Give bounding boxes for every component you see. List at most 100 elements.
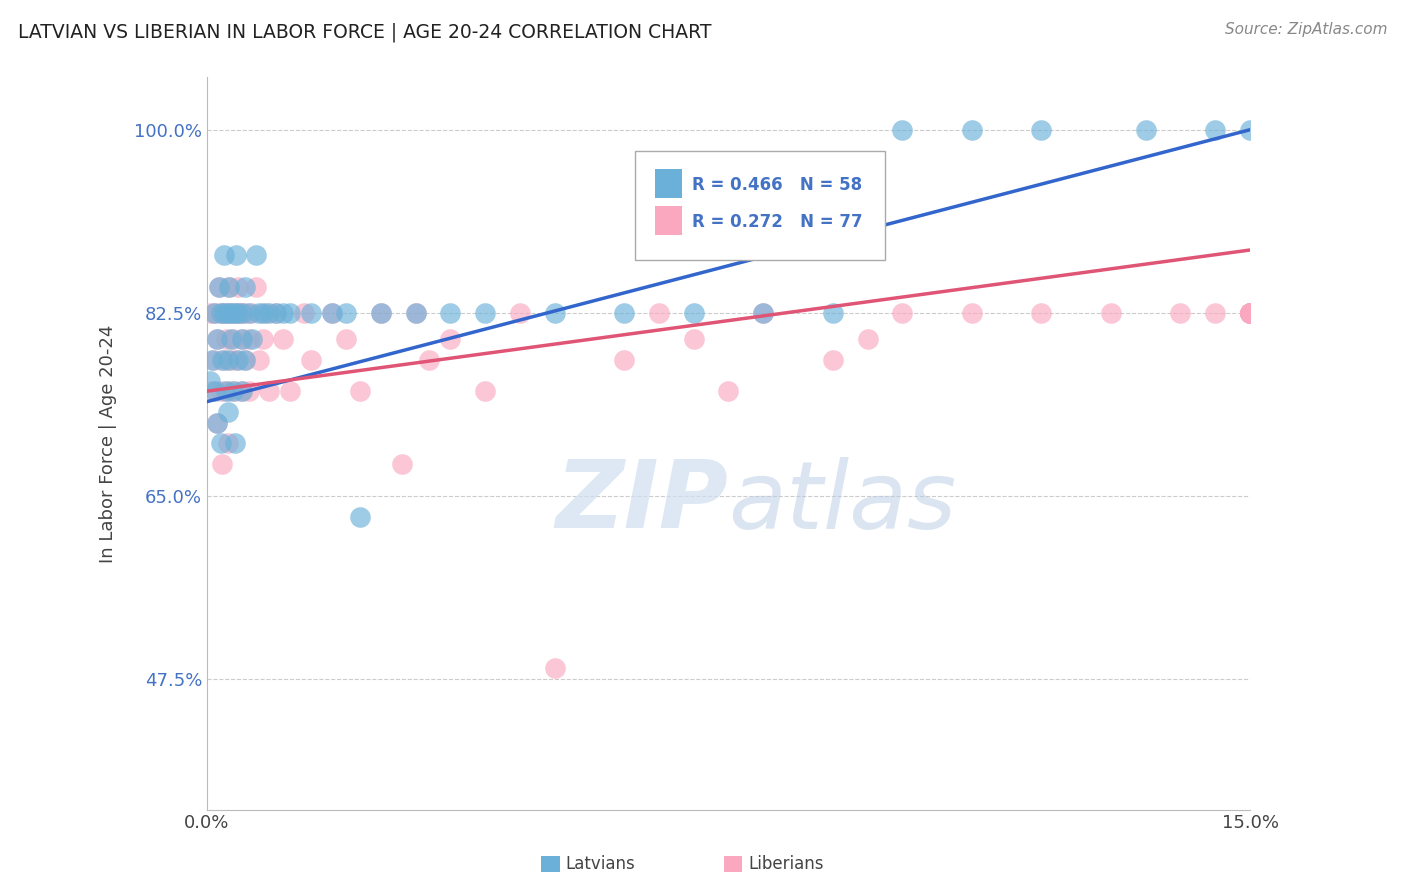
- Point: [200, 374, 222, 388]
- Point: [202, 352, 225, 367]
- Point: [217, 384, 239, 399]
- Text: ZIP: ZIP: [555, 456, 728, 548]
- Point: [218, 279, 240, 293]
- Point: [1099, 306, 1122, 320]
- Point: [245, 248, 267, 262]
- Point: [752, 306, 775, 320]
- Y-axis label: In Labor Force | Age 20-24: In Labor Force | Age 20-24: [100, 325, 117, 563]
- Point: [219, 332, 242, 346]
- Point: [207, 416, 229, 430]
- Point: [214, 306, 236, 320]
- Point: [218, 279, 240, 293]
- Point: [201, 352, 224, 367]
- Text: atlas: atlas: [728, 457, 956, 548]
- Point: [1031, 122, 1053, 136]
- Point: [1239, 306, 1261, 320]
- Point: [1239, 306, 1261, 320]
- Point: [209, 436, 232, 450]
- Point: [259, 384, 281, 399]
- Point: [752, 306, 775, 320]
- Point: [211, 458, 233, 472]
- Point: [891, 122, 914, 136]
- Point: [226, 306, 249, 320]
- Point: [214, 248, 236, 262]
- Point: [217, 306, 239, 320]
- Point: [217, 352, 239, 367]
- Point: [209, 384, 232, 399]
- Point: [233, 306, 256, 320]
- Point: [252, 306, 274, 320]
- Point: [207, 416, 229, 430]
- Point: [202, 306, 225, 320]
- Point: [1239, 122, 1261, 136]
- Point: [370, 306, 392, 320]
- Point: [349, 509, 371, 524]
- Point: [821, 352, 844, 367]
- Point: [222, 384, 245, 399]
- Point: [1239, 306, 1261, 320]
- Point: [682, 332, 704, 346]
- Point: [717, 384, 740, 399]
- Point: [254, 306, 277, 320]
- Point: [960, 306, 983, 320]
- Point: [509, 306, 531, 320]
- Point: [335, 332, 357, 346]
- Point: [1239, 306, 1261, 320]
- Point: [1135, 122, 1157, 136]
- Point: [226, 352, 249, 367]
- Point: [266, 306, 288, 320]
- Point: [682, 306, 704, 320]
- Point: [891, 306, 914, 320]
- Point: [204, 384, 226, 399]
- Point: [273, 332, 295, 346]
- Text: R = 0.466   N = 58: R = 0.466 N = 58: [692, 176, 862, 194]
- Point: [225, 352, 247, 367]
- Point: [211, 352, 233, 367]
- Point: [231, 384, 253, 399]
- Point: [215, 332, 238, 346]
- Text: Source: ZipAtlas.com: Source: ZipAtlas.com: [1225, 22, 1388, 37]
- Point: [222, 332, 245, 346]
- Point: [349, 384, 371, 399]
- Point: [207, 332, 229, 346]
- Point: [247, 306, 270, 320]
- Point: [1239, 306, 1261, 320]
- Point: [224, 384, 246, 399]
- Point: [1239, 306, 1261, 320]
- Point: [245, 279, 267, 293]
- Point: [439, 332, 461, 346]
- Point: [238, 306, 260, 320]
- Point: [321, 306, 343, 320]
- Point: [247, 352, 270, 367]
- Point: [405, 306, 427, 320]
- Point: [224, 306, 246, 320]
- Point: [856, 332, 879, 346]
- Point: [201, 384, 224, 399]
- Point: [238, 332, 260, 346]
- Point: [1239, 306, 1261, 320]
- Point: [299, 352, 322, 367]
- Point: [613, 352, 636, 367]
- Point: [214, 352, 236, 367]
- FancyBboxPatch shape: [634, 151, 884, 260]
- Point: [231, 306, 253, 320]
- Point: [209, 306, 232, 320]
- Point: [217, 405, 239, 419]
- Point: [233, 279, 256, 293]
- Point: [370, 306, 392, 320]
- Point: [266, 306, 288, 320]
- Point: [225, 248, 247, 262]
- Point: [1239, 306, 1261, 320]
- Point: [231, 384, 253, 399]
- Point: [208, 279, 231, 293]
- Point: [439, 306, 461, 320]
- Point: [233, 352, 256, 367]
- Point: [821, 306, 844, 320]
- Point: [219, 306, 242, 320]
- Point: [1170, 306, 1192, 320]
- Point: [278, 306, 301, 320]
- Point: [1239, 306, 1261, 320]
- Text: LATVIAN VS LIBERIAN IN LABOR FORCE | AGE 20-24 CORRELATION CHART: LATVIAN VS LIBERIAN IN LABOR FORCE | AGE…: [18, 22, 711, 42]
- Text: Liberians: Liberians: [748, 855, 824, 873]
- Point: [217, 306, 239, 320]
